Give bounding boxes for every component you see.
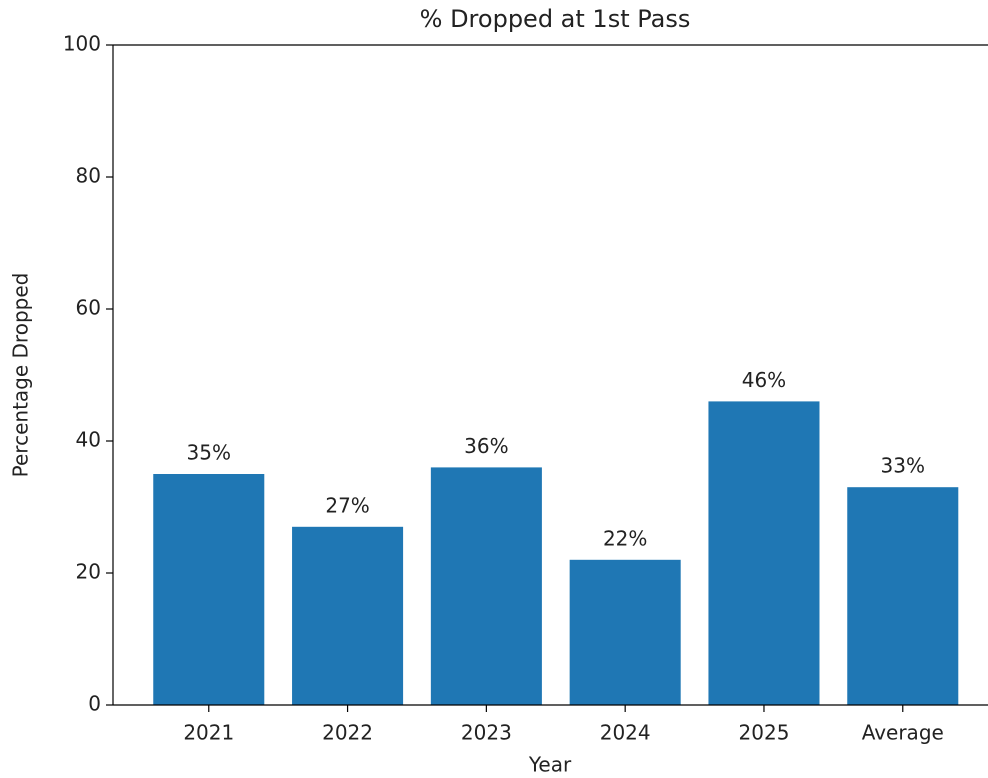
y-tick-label: 60 [76,296,101,320]
y-tick-label: 40 [76,428,101,452]
bar [153,474,265,705]
x-tick-label: 2025 [739,721,790,745]
bar [847,487,959,705]
value-label: 35% [187,441,231,465]
y-tick-label: 20 [76,560,101,584]
y-tick-label: 0 [88,692,101,716]
chart-title: % Dropped at 1st Pass [420,5,691,33]
x-tick-label: 2021 [183,721,234,745]
y-tick-label: 80 [76,164,101,188]
y-tick-label: 100 [63,32,101,56]
value-label: 22% [603,526,647,550]
y-axis-label: Percentage Dropped [9,273,33,478]
x-tick-label: 2024 [600,721,651,745]
value-label: 27% [325,493,369,517]
x-axis-label: Year [528,753,572,777]
x-tick-label: Average [862,721,944,745]
bar [292,526,404,705]
bar [430,467,542,705]
value-label: 36% [464,434,508,458]
bar [569,559,681,705]
bar [708,401,820,705]
x-tick-label: 2022 [322,721,373,745]
value-label: 46% [742,368,786,392]
value-label: 33% [881,454,925,478]
x-tick-label: 2023 [461,721,512,745]
